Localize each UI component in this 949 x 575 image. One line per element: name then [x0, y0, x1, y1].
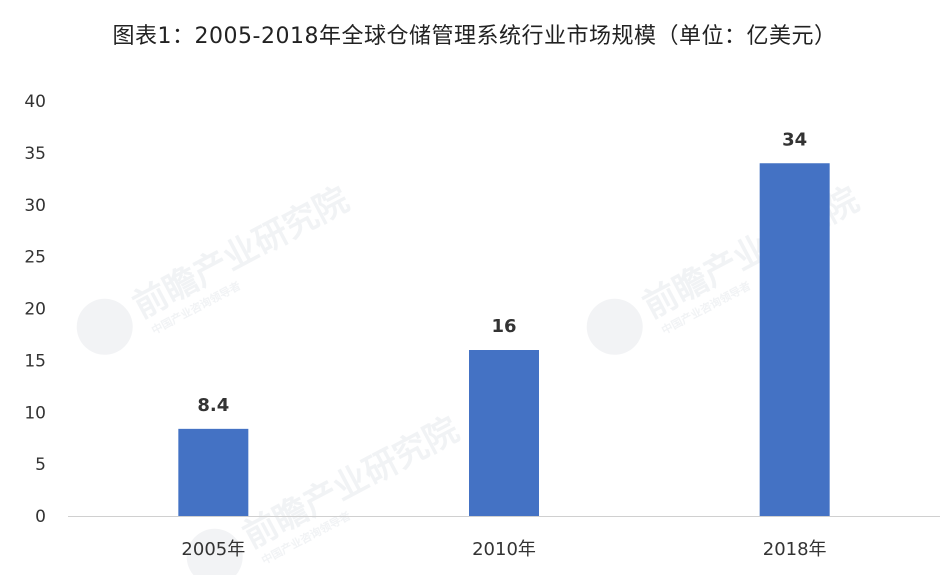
- y-tick-label: 30: [24, 196, 46, 216]
- y-tick-label: 40: [24, 92, 46, 112]
- y-tick-label: 5: [35, 455, 46, 475]
- watermark-text: 前瞻产业研究院: [127, 180, 356, 327]
- y-tick-label: 10: [24, 403, 46, 423]
- watermark-logo-icon: [186, 528, 243, 575]
- data-label: 16: [491, 316, 516, 337]
- bar: [759, 163, 830, 516]
- y-tick-label: 0: [35, 507, 46, 527]
- y-tick-label: 35: [24, 144, 46, 164]
- data-label: 34: [782, 129, 807, 150]
- data-label: 8.4: [197, 395, 229, 416]
- bar-layer: 8.4 2005年 16 2010年 34 2018年: [178, 129, 830, 560]
- watermark-logo-icon: [76, 298, 133, 355]
- x-tick-label: 2005年: [181, 539, 245, 560]
- x-tick-label: 2010年: [472, 539, 536, 560]
- chart-title: 图表1：2005-2018年全球仓储管理系统行业市场规模（单位：亿美元）: [112, 24, 837, 49]
- y-tick-label: 15: [24, 351, 46, 371]
- watermark-logo-icon: [586, 298, 643, 355]
- x-tick-label: 2018年: [763, 539, 827, 560]
- bar: [178, 428, 249, 516]
- watermark-text: 前瞻产业研究院: [637, 180, 866, 327]
- y-tick-label: 20: [24, 300, 46, 320]
- y-tick-label: 25: [24, 248, 46, 268]
- watermark-text: 前瞻产业研究院: [237, 410, 466, 557]
- axis-layer: 0 5 10 15 20 25 30 35 40: [24, 92, 940, 527]
- bar: [469, 350, 539, 516]
